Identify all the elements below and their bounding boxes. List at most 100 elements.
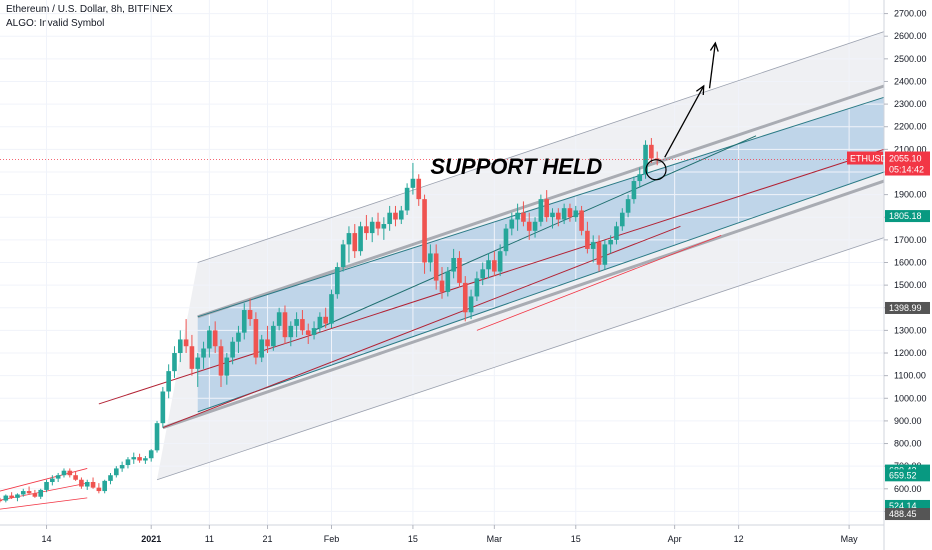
price-tick-label: 2200.00	[894, 122, 927, 132]
candle-body	[50, 478, 55, 483]
candle-body	[183, 339, 189, 347]
candle-body	[311, 328, 317, 335]
candle-body	[300, 319, 305, 331]
price-tag	[885, 210, 930, 223]
candle-body	[497, 251, 503, 272]
candle-body	[590, 242, 596, 249]
candle-body	[207, 330, 212, 349]
candle-body	[32, 493, 38, 497]
price-tag	[885, 301, 930, 314]
candle-body	[358, 226, 363, 252]
candle-body	[73, 475, 78, 480]
price-tick-label: 1700.00	[894, 235, 927, 245]
candle-body	[619, 212, 625, 227]
price-tick-label: 1500.00	[894, 280, 927, 290]
time-tick-label: 12	[734, 534, 744, 544]
candle-body	[654, 158, 660, 160]
candle-body	[3, 495, 9, 501]
candle-body	[602, 244, 608, 265]
candle-body	[544, 199, 549, 218]
candle-body	[538, 199, 544, 222]
candle-body	[102, 480, 107, 492]
candle-body	[503, 228, 509, 252]
candle-body	[579, 210, 584, 231]
price-tick-label: 2500.00	[894, 54, 927, 64]
candle-body	[236, 332, 241, 342]
candles	[0, 138, 660, 503]
candle-body	[108, 475, 113, 481]
candle-body	[480, 269, 486, 279]
support-line-thick	[162, 179, 885, 430]
candle-body	[422, 199, 427, 263]
candle-body	[224, 357, 230, 376]
candle-body	[125, 459, 131, 466]
candle-body	[451, 257, 456, 272]
candle-body	[20, 491, 26, 495]
candle-body	[253, 319, 259, 358]
candle-body	[166, 371, 171, 392]
candle-body	[44, 482, 49, 490]
candle-body	[550, 212, 555, 218]
candle-body	[346, 233, 352, 245]
candle-body	[230, 341, 235, 358]
time-axis: 14 2021 11 21 Feb 15 Mar 15 Apr 12 May	[0, 524, 884, 544]
candle-body	[160, 391, 166, 424]
algo-status: ALGO: Invalid Symbol	[6, 18, 105, 29]
candle-body	[416, 178, 422, 200]
candle-body	[114, 468, 119, 476]
candle-body	[288, 325, 294, 338]
price-tick-label: 2600.00	[894, 31, 927, 41]
price-tag-value: 2055.10	[889, 154, 922, 164]
candle-body	[398, 210, 404, 220]
inner-channel-fill	[197, 97, 885, 412]
candle-body	[0, 500, 3, 502]
candle-body	[148, 450, 154, 459]
candle-body	[271, 325, 276, 347]
candle-body	[404, 187, 410, 211]
early-channel-mid	[0, 482, 88, 501]
candle-body	[247, 310, 253, 320]
candle-body	[457, 257, 462, 283]
time-tick-label: 15	[408, 534, 418, 544]
price-tick-label: 800.00	[894, 439, 922, 449]
arrow-upper-head	[709, 41, 719, 52]
support-held-annotation: SUPPORT HELD	[430, 154, 602, 179]
candle-body	[381, 224, 387, 229]
candle-body	[276, 312, 282, 326]
candle-body	[352, 233, 358, 252]
price-tag	[885, 151, 930, 176]
time-tick-label: 11	[205, 534, 214, 544]
candle-body	[282, 312, 288, 338]
price-tag	[885, 469, 930, 482]
candle-body	[364, 226, 369, 234]
support-line-red	[162, 225, 681, 429]
candle-body	[131, 457, 137, 460]
price-tag-countdown: 05:14:42	[889, 165, 924, 175]
outer-channel-lower	[156, 237, 885, 481]
price-tick-label: 600.00	[894, 484, 922, 494]
price-tick-label: 1300.00	[894, 325, 927, 335]
early-channel-lower	[0, 497, 88, 510]
candle-body	[38, 489, 44, 497]
outer-channel-upper	[197, 31, 885, 263]
symbol-tag-label: ETHUSD	[850, 154, 888, 164]
arrow-right-head	[696, 84, 705, 96]
median-line	[98, 148, 885, 405]
arrow-right	[664, 85, 705, 158]
inner-channel-lower	[197, 171, 885, 413]
candle-body	[212, 330, 218, 347]
candle-body	[474, 278, 480, 297]
candle-body	[410, 178, 416, 188]
candle-body	[585, 230, 590, 249]
candle-body	[265, 339, 270, 347]
candle-body	[596, 242, 602, 265]
time-tick-label: Mar	[487, 534, 503, 544]
support-circle	[645, 159, 667, 181]
candle-body	[177, 339, 183, 354]
candle-body	[340, 244, 346, 268]
candle-body	[241, 310, 247, 333]
candle-body	[625, 199, 631, 213]
candle-body	[521, 212, 526, 222]
candle-body	[631, 181, 637, 200]
